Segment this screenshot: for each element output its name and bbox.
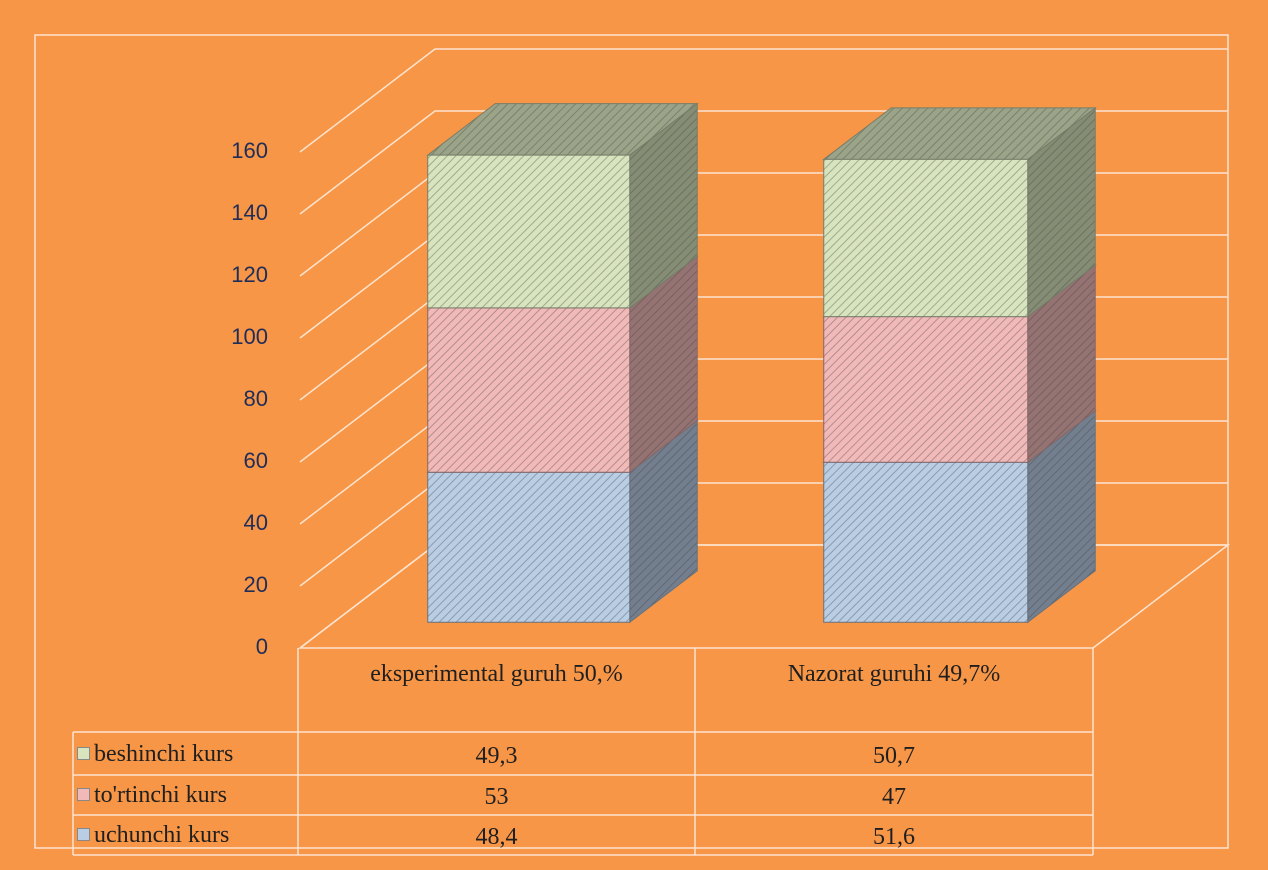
bar-segment <box>426 102 699 309</box>
y-tick-label: 40 <box>244 510 268 535</box>
bar-front <box>427 307 631 473</box>
table-header: eksperimental guruh 50,% <box>370 661 623 687</box>
bar-front <box>823 461 1029 623</box>
bar-front <box>823 158 1029 318</box>
legend-label: to'rtinchi kurs <box>94 782 227 808</box>
table-header: Nazorat guruhi 49,7% <box>787 661 1001 687</box>
legend-entry: beshinchi kurs <box>77 740 233 768</box>
y-tick-label: 0 <box>256 634 268 659</box>
y-tick-label: 160 <box>231 138 268 163</box>
bar-front <box>823 316 1029 463</box>
legend-swatch <box>77 788 90 801</box>
legend-label: beshinchi kurs <box>94 740 234 767</box>
table-value: 47 <box>882 784 906 810</box>
legend-entry: uchunchi kurs <box>77 821 229 849</box>
bar-front <box>427 471 631 623</box>
legend-label: uchunchi kurs <box>94 822 230 848</box>
y-tick-label: 100 <box>231 324 268 349</box>
table-value: 48,4 <box>475 824 518 850</box>
table-value: 50,7 <box>873 742 915 769</box>
y-tick-label: 140 <box>231 200 268 225</box>
grid-line <box>299 48 1228 153</box>
chart-border <box>34 34 1229 849</box>
table-value: 53 <box>484 784 509 810</box>
legend-swatch <box>77 746 90 760</box>
table-value: 51,6 <box>873 824 915 850</box>
table-value: 49,3 <box>475 742 518 769</box>
y-tick-label: 120 <box>231 262 268 287</box>
bar-segment <box>822 106 1097 318</box>
legend-swatch <box>77 828 90 841</box>
legend-entry: to'rtinchi kurs <box>77 781 227 809</box>
bar-front <box>427 154 631 309</box>
y-tick-label: 20 <box>244 572 268 597</box>
y-tick-label: 80 <box>244 386 268 411</box>
y-tick-label: 60 <box>244 448 268 473</box>
